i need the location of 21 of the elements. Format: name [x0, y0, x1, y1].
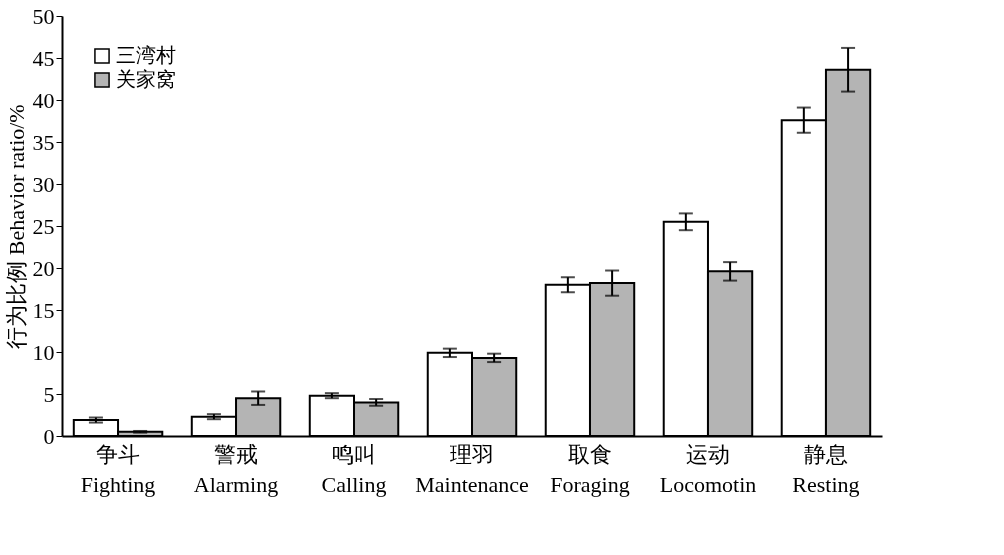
y-tick-label: 5: [43, 381, 55, 407]
y-axis-title: 行为比例 Behavior ratio/%: [3, 104, 29, 349]
x-tick-label: 警戒 Alarming: [193, 441, 279, 497]
y-tick-label: 25: [32, 213, 55, 239]
x-tick-label: 争斗 Fighting: [80, 441, 156, 497]
legend-label: 关家窝: [116, 68, 176, 90]
x-tick-label: 理羽 Maintenance: [415, 441, 529, 497]
y-tick-label: 20: [32, 255, 55, 281]
x-tick-label: 运动 Locomotin: [659, 441, 757, 497]
legend-label: 三湾村: [116, 44, 176, 66]
y-tick-label: 45: [32, 45, 55, 71]
y-tick-label: 50: [32, 3, 55, 29]
y-tick-label: 0: [43, 423, 55, 449]
y-tick-label: 30: [32, 171, 55, 197]
x-tick-label: 静息 Resting: [792, 441, 860, 497]
x-tick-label: 取食 Foraging: [550, 441, 630, 497]
y-tick-label: 35: [32, 129, 55, 155]
x-tick-label: 鸣叫 Calling: [321, 441, 387, 497]
y-tick-label: 40: [32, 87, 55, 113]
y-tick-label: 15: [32, 297, 55, 323]
y-tick-label: 10: [32, 339, 55, 365]
